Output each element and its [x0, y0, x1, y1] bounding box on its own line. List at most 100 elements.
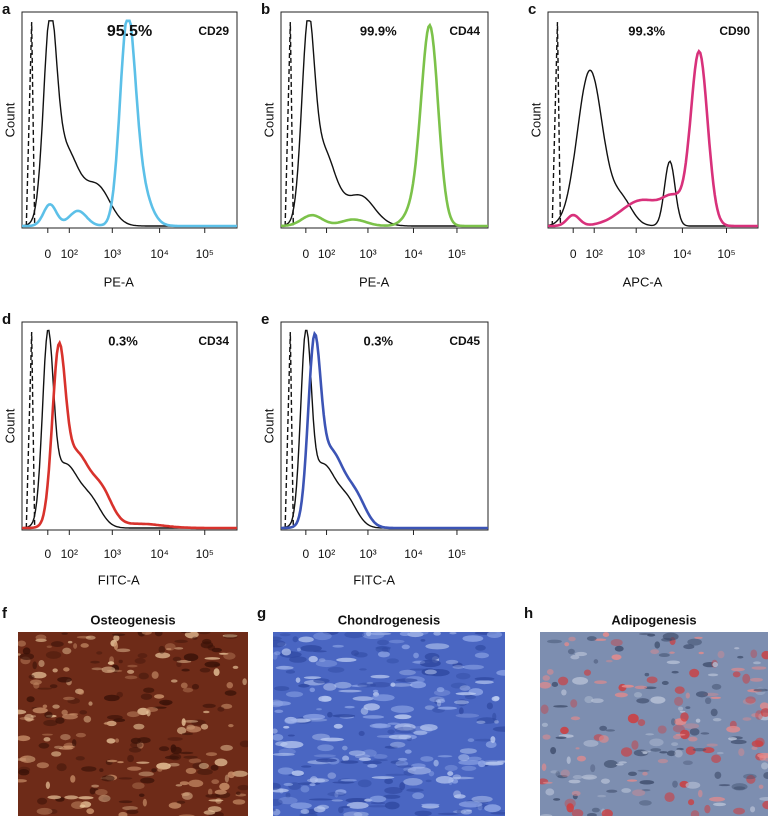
- texture: [75, 756, 85, 761]
- texture: [35, 634, 47, 641]
- texture: [281, 648, 292, 656]
- texture: [428, 770, 435, 777]
- texture: [597, 794, 607, 798]
- texture: [674, 686, 685, 694]
- texture: [227, 771, 235, 779]
- texture: [557, 676, 569, 686]
- x-tick-label: 0: [570, 247, 577, 261]
- texture: [335, 789, 347, 795]
- texture: [639, 800, 652, 806]
- texture: [169, 753, 182, 761]
- texture: [338, 689, 362, 693]
- texture: [273, 639, 286, 648]
- texture: [49, 684, 58, 689]
- texture: [460, 809, 473, 815]
- x-tick-label: 10⁵: [448, 247, 466, 261]
- x-axis-label: FITC-A: [98, 572, 140, 587]
- texture: [176, 660, 192, 663]
- texture: [553, 798, 561, 801]
- texture: [63, 696, 75, 701]
- texture: [369, 681, 391, 688]
- texture: [41, 733, 53, 736]
- texture: [158, 645, 166, 654]
- texture: [183, 653, 199, 662]
- texture: [570, 654, 580, 660]
- texture: [86, 808, 95, 815]
- texture: [224, 690, 237, 696]
- texture: [313, 754, 336, 758]
- panel-letter: c: [528, 1, 536, 18]
- texture: [291, 770, 304, 776]
- texture: [683, 644, 695, 650]
- texture: [137, 653, 148, 659]
- texture: [385, 773, 407, 776]
- texture: [751, 740, 764, 748]
- texture: [273, 798, 283, 806]
- texture: [358, 730, 365, 737]
- panel-letter: a: [2, 1, 11, 18]
- x-tick-label: 10⁴: [404, 247, 423, 261]
- panel-letter: d: [2, 311, 11, 328]
- texture: [727, 737, 737, 741]
- texture: [452, 662, 463, 668]
- texture: [197, 768, 213, 776]
- texture: [342, 755, 350, 762]
- texture: [657, 758, 669, 764]
- texture: [712, 717, 722, 722]
- texture: [555, 771, 561, 777]
- isotype-curve: [21, 329, 237, 529]
- texture: [390, 682, 396, 687]
- texture: [323, 683, 337, 691]
- texture: [761, 762, 768, 770]
- texture: [154, 694, 165, 699]
- micrograph: [540, 632, 768, 816]
- texture: [387, 722, 401, 725]
- texture: [462, 635, 484, 642]
- texture: [561, 689, 567, 696]
- texture: [583, 669, 592, 676]
- texture: [151, 671, 159, 679]
- texture: [305, 718, 328, 722]
- texture: [750, 806, 756, 813]
- texture: [541, 763, 547, 771]
- texture: [637, 719, 646, 727]
- texture: [237, 784, 248, 791]
- texture: [731, 667, 745, 672]
- texture: [675, 733, 686, 736]
- texture: [644, 672, 650, 677]
- texture: [547, 639, 562, 644]
- texture: [358, 757, 372, 761]
- texture: [710, 708, 718, 717]
- texture: [213, 668, 220, 677]
- texture: [540, 681, 552, 689]
- texture: [124, 675, 138, 680]
- texture: [388, 639, 405, 644]
- texture: [217, 706, 225, 712]
- texture: [309, 783, 316, 787]
- texture: [211, 647, 222, 653]
- texture: [113, 642, 119, 651]
- texture: [55, 717, 65, 724]
- texture: [122, 806, 138, 811]
- texture: [159, 699, 173, 706]
- texture: [732, 671, 741, 678]
- texture: [490, 736, 496, 744]
- texture: [424, 669, 437, 675]
- percent-label: 95.5%: [107, 23, 152, 40]
- texture: [126, 809, 139, 815]
- texture: [31, 671, 47, 679]
- y-axis-label: Count: [261, 102, 276, 137]
- texture: [738, 748, 745, 757]
- texture: [459, 685, 471, 691]
- texture: [483, 761, 504, 766]
- texture: [170, 744, 177, 752]
- texture: [583, 776, 595, 779]
- texture: [91, 784, 100, 788]
- texture: [138, 793, 145, 797]
- texture: [85, 635, 96, 640]
- texture: [52, 704, 60, 709]
- texture: [572, 676, 589, 685]
- texture: [429, 696, 445, 703]
- texture: [714, 771, 722, 779]
- texture: [300, 785, 310, 793]
